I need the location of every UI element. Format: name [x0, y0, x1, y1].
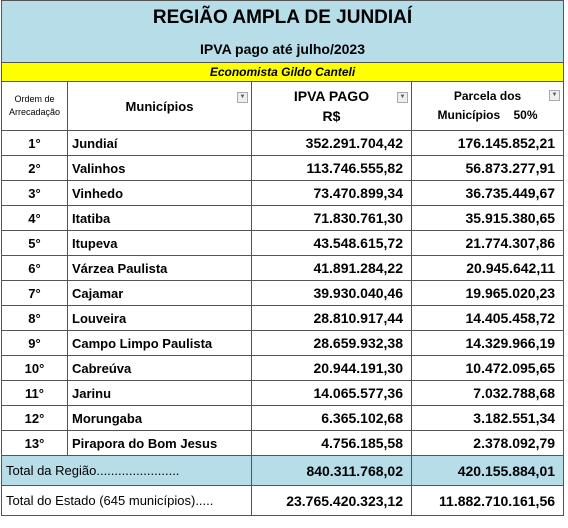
- column-header-text: IPVA PAGO: [293, 88, 370, 104]
- cell: 9°: [1, 330, 68, 356]
- column-header-text: Municípios: [125, 98, 194, 114]
- cell: 43.548.615,72: [251, 230, 412, 256]
- cell: 28.659.932,38: [251, 330, 412, 356]
- column-header-text: Municípios 50%: [437, 108, 538, 122]
- total-row: Total da Região....................... 84…: [1, 455, 565, 486]
- total-label: Total da Região.......................: [1, 455, 252, 486]
- cell: Várzea Paulista: [67, 255, 252, 281]
- column-header: IPVA PAGO R$ ▼: [251, 81, 412, 131]
- total-value: 420.155.884,01: [410, 455, 565, 486]
- cell: 35.915.380,65: [410, 205, 565, 231]
- cell: 113.746.555,82: [251, 155, 412, 181]
- cell: Jundiaí: [67, 130, 252, 156]
- filter-button[interactable]: ▼: [397, 92, 408, 103]
- table-row: 9° Campo Limpo Paulista 28.659.932,38 14.32…: [1, 330, 565, 356]
- column-header: Municípios ▼: [67, 81, 252, 131]
- column-header: Parcela dos Municípios 50% ▼: [410, 81, 565, 131]
- table-row: 11° Jarinu 14.065.577,36 7.032.788,68: [1, 380, 565, 406]
- table-body: REGIÃO AMPLA DE JUNDIAÍ IPVA pago até ju…: [0, 0, 565, 516]
- total-row: Total do Estado (645 municípios)..... 23.…: [1, 485, 565, 516]
- table-row: 10° Cabreúva 20.944.191,30 10.472.095,65: [1, 355, 565, 381]
- cell: 13°: [1, 430, 68, 456]
- total-label: Total do Estado (645 municípios).....: [1, 485, 252, 516]
- column-header: Ordem de Arrecadação: [1, 81, 68, 131]
- cell: 14.329.966,19: [410, 330, 565, 356]
- cell: Valinhos: [67, 155, 252, 181]
- cell: Jarinu: [67, 380, 252, 406]
- cell: 3.182.551,34: [410, 405, 565, 431]
- filter-button[interactable]: ▼: [549, 90, 561, 101]
- column-header-text: Parcela dos: [453, 89, 522, 103]
- cell: 2.378.092,79: [410, 430, 565, 456]
- cell: Pirapora do Bom Jesus: [67, 430, 252, 456]
- cell: 11°: [1, 380, 68, 406]
- total-value: 23.765.420.323,12: [251, 485, 412, 516]
- cell: 73.470.899,34: [251, 180, 412, 206]
- cell: Louveira: [67, 305, 252, 331]
- cell: 10°: [1, 355, 68, 381]
- table-row: 3° Vinhedo 73.470.899,34 36.735.449,67: [1, 180, 565, 206]
- cell: 4°: [1, 205, 68, 231]
- cell: Morungaba: [67, 405, 252, 431]
- cell: 8°: [1, 305, 68, 331]
- ipva-table: REGIÃO AMPLA DE JUNDIAÍ IPVA pago até ju…: [0, 0, 565, 516]
- cell: 56.873.277,91: [410, 155, 565, 181]
- cell: Campo Limpo Paulista: [67, 330, 252, 356]
- column-header-text: R$: [322, 108, 341, 124]
- cell: Cajamar: [67, 280, 252, 306]
- cell: 21.774.307,86: [410, 230, 565, 256]
- cell: Cabreúva: [67, 355, 252, 381]
- filter-button[interactable]: ▼: [237, 92, 248, 103]
- table-row: 6° Várzea Paulista 41.891.284,22 20.945.642…: [1, 255, 565, 281]
- cell: 6.365.102,68: [251, 405, 412, 431]
- cell: 36.735.449,67: [410, 180, 565, 206]
- total-value: 11.882.710.161,56: [410, 485, 565, 516]
- cell: 7°: [1, 280, 68, 306]
- cell: 2°: [1, 155, 68, 181]
- table-row: 2° Valinhos 113.746.555,82 56.873.277,91: [1, 155, 565, 181]
- title: REGIÃO AMPLA DE JUNDIAÍ: [0, 0, 565, 35]
- cell: 4.756.185,58: [251, 430, 412, 456]
- cell: Itupeva: [67, 230, 252, 256]
- table-row: 8° Louveira 28.810.917,44 14.405.458,72: [1, 305, 565, 331]
- cell: 12°: [1, 405, 68, 431]
- table-row: 1° Jundiaí 352.291.704,42 176.145.852,21: [1, 130, 565, 156]
- cell: 10.472.095,65: [410, 355, 565, 381]
- cell: 3°: [1, 180, 68, 206]
- cell: Itatiba: [67, 205, 252, 231]
- cell: 1°: [1, 130, 68, 156]
- cell: 39.930.040,46: [251, 280, 412, 306]
- table-row: 4° Itatiba 71.830.761,30 35.915.380,65: [1, 205, 565, 231]
- cell: 7.032.788,68: [410, 380, 565, 406]
- cell: 352.291.704,42: [251, 130, 412, 156]
- total-value: 840.311.768,02: [251, 455, 412, 486]
- table-row: 7° Cajamar 39.930.040,46 19.965.020,23: [1, 280, 565, 306]
- table-row: 13° Pirapora do Bom Jesus 4.756.185,58 2.37…: [1, 430, 565, 456]
- cell: 6°: [1, 255, 68, 281]
- cell: 71.830.761,30: [251, 205, 412, 231]
- author: Economista Gildo Canteli: [0, 62, 565, 82]
- cell: 176.145.852,21: [410, 130, 565, 156]
- cell: 19.965.020,23: [410, 280, 565, 306]
- cell: 20.945.642,11: [410, 255, 565, 281]
- cell: 14.405.458,72: [410, 305, 565, 331]
- cell: 20.944.191,30: [251, 355, 412, 381]
- table-row: 12° Morungaba 6.365.102,68 3.182.551,34: [1, 405, 565, 431]
- cell: 28.810.917,44: [251, 305, 412, 331]
- subtitle: IPVA pago até julho/2023: [0, 35, 565, 63]
- table-row: 5° Itupeva 43.548.615,72 21.774.307,86: [1, 230, 565, 256]
- cell: 14.065.577,36: [251, 380, 412, 406]
- cell: Vinhedo: [67, 180, 252, 206]
- cell: 5°: [1, 230, 68, 256]
- cell: 41.891.284,22: [251, 255, 412, 281]
